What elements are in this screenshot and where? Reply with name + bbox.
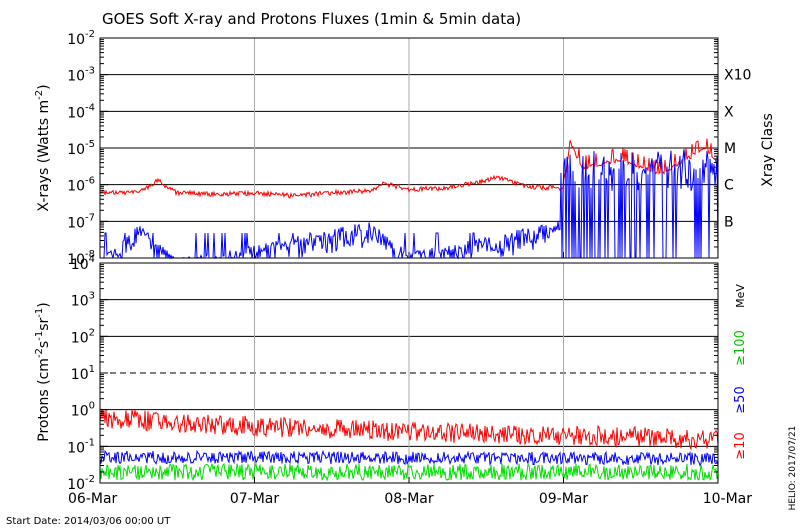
- xray-class-label: X10: [724, 68, 751, 84]
- xray-class-label: X: [724, 104, 734, 120]
- proton-ytick-label: 100: [71, 401, 95, 420]
- proton-ytick-label: 104: [71, 254, 95, 273]
- proton-ytick-label: 10-1: [67, 437, 95, 456]
- proton-ytick-label: 103: [71, 291, 95, 310]
- credit-label: HELIO: 2017/07/21: [788, 426, 798, 511]
- proton-ytick-label: 101: [71, 364, 95, 383]
- xray-long-channel-line: [99, 138, 719, 199]
- proton-series-line-50mev: [99, 449, 719, 467]
- chart-title: GOES Soft X-ray and Protons Fluxes (1min…: [102, 10, 521, 28]
- energy-label-10: ≥10: [733, 432, 748, 459]
- proton-series-line-100mev: [99, 462, 719, 482]
- xray-ytick-label: 10-3: [67, 66, 95, 85]
- x-tick-label: 08-Mar: [384, 491, 434, 507]
- xray-ytick-label: 10-4: [67, 102, 95, 121]
- x-tick-label: 07-Mar: [230, 491, 280, 507]
- x-tick-label: 09-Mar: [539, 491, 589, 507]
- xray-class-label: C: [724, 178, 734, 194]
- proton-unit-label: MeV: [734, 284, 747, 308]
- start-date: Start Date: 2014/03/06 00:00 UT: [6, 516, 171, 527]
- xray-y-axis-label: X-rays (Watts m-2): [34, 84, 52, 211]
- xray-class-axis-label: Xray Class: [760, 113, 776, 187]
- energy-label-100: ≥100: [733, 330, 748, 366]
- proton-y-axis-label: Protons (cm-2s-1sr-1): [34, 302, 52, 441]
- xray-ytick-label: 10-6: [67, 176, 95, 195]
- x-tick-label: 06-Mar: [68, 491, 118, 507]
- xray-class-label: M: [724, 141, 736, 157]
- proton-series-line-10mev: [99, 408, 719, 451]
- energy-label-50: ≥50: [733, 386, 748, 413]
- proton-ytick-label: 102: [71, 327, 95, 346]
- xray-ytick-label: 10-2: [67, 29, 95, 48]
- xray-ytick-label: 10-7: [67, 212, 95, 231]
- x-tick-label: 10-Mar: [703, 491, 753, 507]
- xray-class-label: B: [724, 214, 734, 230]
- xray-ytick-label: 10-5: [67, 139, 95, 158]
